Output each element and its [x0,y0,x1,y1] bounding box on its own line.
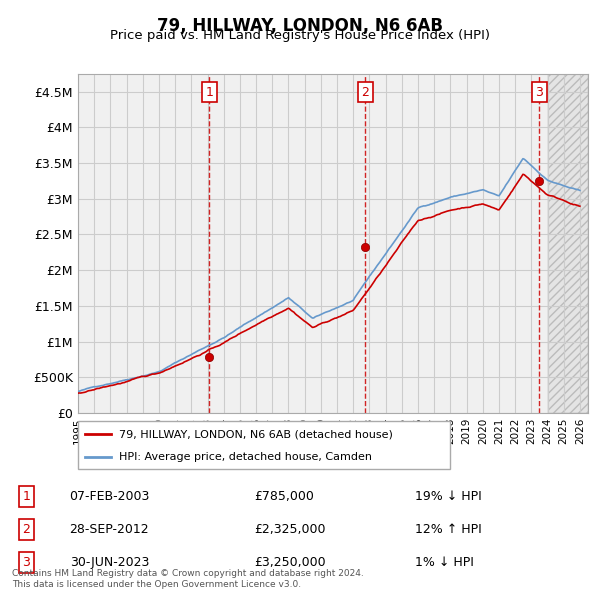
Text: £3,250,000: £3,250,000 [254,556,326,569]
Text: 30-JUN-2023: 30-JUN-2023 [70,556,149,569]
Text: 19% ↓ HPI: 19% ↓ HPI [415,490,482,503]
Text: 79, HILLWAY, LONDON, N6 6AB (detached house): 79, HILLWAY, LONDON, N6 6AB (detached ho… [119,429,393,439]
Text: Price paid vs. HM Land Registry's House Price Index (HPI): Price paid vs. HM Land Registry's House … [110,30,490,42]
Text: 28-SEP-2012: 28-SEP-2012 [70,523,149,536]
Text: HPI: Average price, detached house, Camden: HPI: Average price, detached house, Camd… [119,452,372,462]
Text: 1: 1 [22,490,31,503]
Text: £2,325,000: £2,325,000 [254,523,325,536]
Text: 3: 3 [535,86,544,99]
Text: £785,000: £785,000 [254,490,314,503]
Text: 3: 3 [22,556,31,569]
Text: 79, HILLWAY, LONDON, N6 6AB: 79, HILLWAY, LONDON, N6 6AB [157,17,443,35]
FancyBboxPatch shape [78,421,450,469]
Text: 2: 2 [22,523,31,536]
Bar [548,74,588,413]
Text: 07-FEB-2003: 07-FEB-2003 [70,490,150,503]
Text: 1: 1 [205,86,213,99]
Text: 12% ↑ HPI: 12% ↑ HPI [415,523,482,536]
Text: Contains HM Land Registry data © Crown copyright and database right 2024.
This d: Contains HM Land Registry data © Crown c… [12,569,364,589]
Text: 2: 2 [361,86,370,99]
Text: 1% ↓ HPI: 1% ↓ HPI [415,556,474,569]
